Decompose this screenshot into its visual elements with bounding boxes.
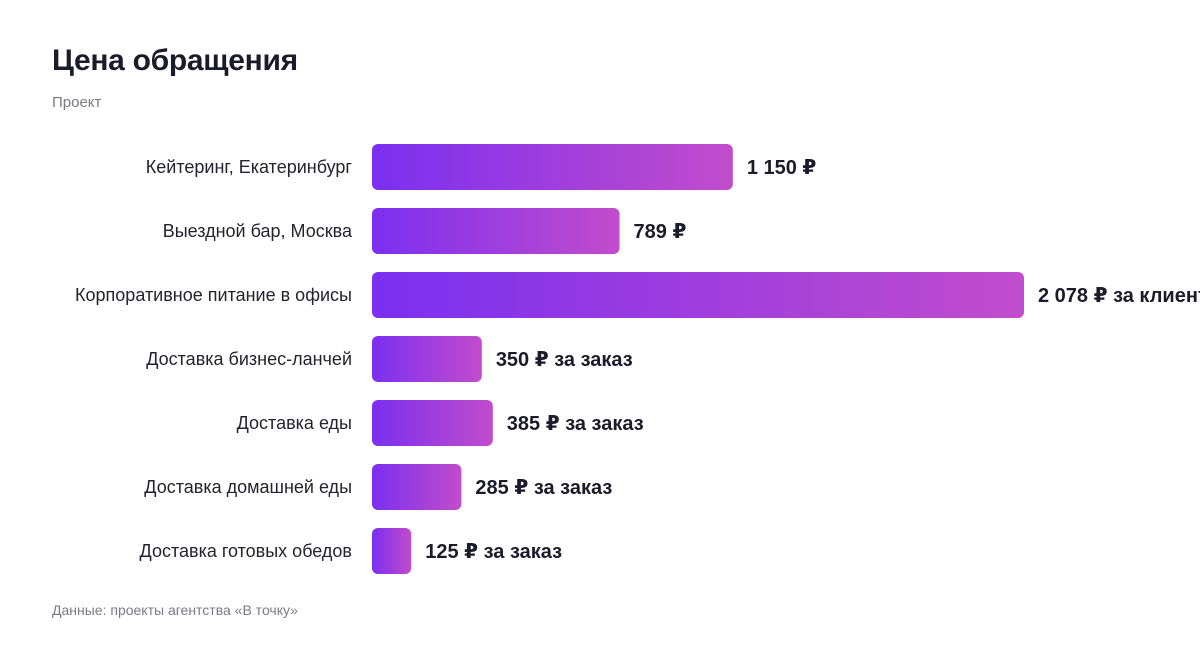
value-label: 285 ₽ за заказ — [475, 477, 612, 499]
category-label: Кейтеринг, Екатеринбург — [146, 157, 353, 177]
bar — [372, 272, 1024, 318]
value-label: 2 078 ₽ за клиента — [1038, 285, 1200, 307]
value-label: 789 ₽ — [634, 221, 687, 243]
bar — [372, 144, 733, 190]
value-label: 385 ₽ за заказ — [507, 413, 644, 435]
bar — [372, 208, 620, 254]
bar — [372, 528, 412, 574]
chart-source-note: Данные: проекты агентства «В точку» — [52, 602, 298, 618]
bar — [372, 464, 462, 510]
value-label: 350 ₽ за заказ — [496, 349, 633, 371]
category-label: Доставка готовых обедов — [140, 541, 352, 561]
category-label: Доставка бизнес-ланчей — [146, 349, 352, 369]
chart-subtitle: Проект — [52, 94, 102, 111]
category-label: Доставка домашней еды — [144, 477, 352, 497]
category-label: Доставка еды — [237, 413, 352, 433]
bar — [372, 336, 482, 382]
bar — [372, 400, 493, 446]
bars-group: Кейтеринг, Екатеринбург 1 150 ₽ Выездной б… — [75, 144, 1200, 574]
value-label: 1 150 ₽ — [747, 157, 817, 179]
category-label: Корпоративное питание в офисы — [75, 285, 352, 305]
chart-title: Цена обращения — [52, 44, 298, 77]
value-label: 125 ₽ за заказ — [425, 541, 562, 563]
category-label: Выездной бар, Москва — [163, 221, 353, 241]
